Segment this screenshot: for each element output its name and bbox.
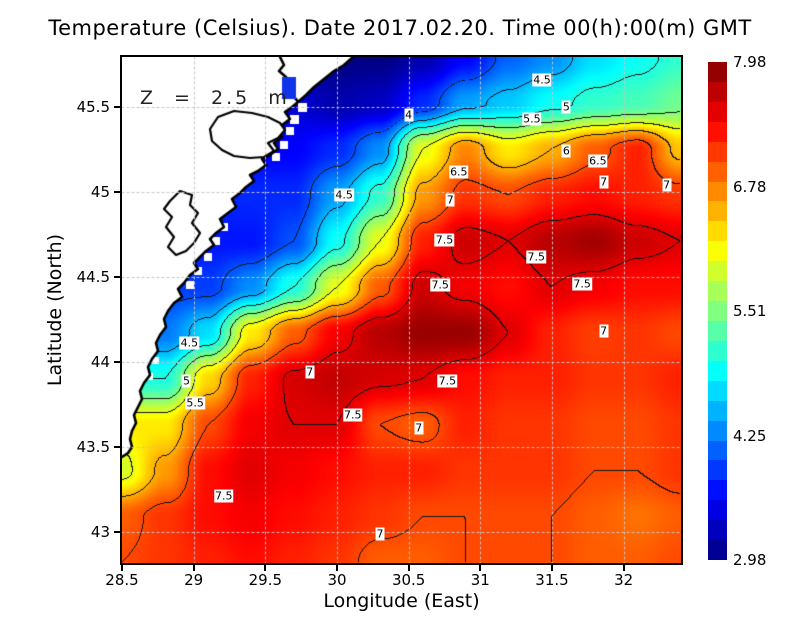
contour-label: 4 [404, 108, 414, 122]
colorbar-label: 6.78 [733, 177, 767, 196]
colorbar-label: 2.98 [733, 551, 767, 569]
y-tick-label: 43.5 [76, 437, 110, 456]
colorbar-segment [708, 380, 727, 401]
colorbar-segment [708, 301, 727, 321]
colorbar-segment [708, 480, 727, 501]
colorbar-segment [708, 241, 727, 262]
x-tick [550, 565, 553, 571]
x-tick [192, 565, 195, 571]
x-tick-label: 30.5 [391, 571, 426, 589]
contour-label: 7.5 [430, 278, 450, 292]
x-tick-label: 32 [614, 571, 634, 589]
contour-label: 7 [375, 527, 385, 541]
contour-label: 7.5 [437, 374, 458, 388]
colorbar-segment [708, 281, 727, 302]
x-tick [335, 565, 338, 571]
colorbar-segment [708, 420, 727, 441]
x-tick-label: 31 [470, 571, 490, 589]
x-axis-label: Longitude (East) [323, 590, 480, 612]
colorbar-segment [708, 460, 727, 481]
x-tick-label: 29 [184, 571, 204, 589]
colorbar-segment [708, 181, 727, 202]
contour-label: 5.5 [522, 112, 542, 126]
colorbar-segment [708, 81, 727, 102]
x-tick [121, 565, 123, 571]
contour-label: 7.5 [526, 250, 546, 264]
y-tick-label: 45.5 [76, 97, 110, 116]
contour-label: 7.5 [572, 277, 592, 291]
colorbar-segment [708, 101, 727, 122]
contour-label: 6.5 [449, 165, 469, 179]
colorbar-segment [708, 500, 727, 521]
contour-label: 5 [561, 100, 571, 114]
contour-label: 7 [662, 178, 672, 192]
contour-label: 6.5 [588, 154, 608, 168]
y-tick [114, 530, 120, 533]
contour-label: 7.5 [343, 408, 363, 422]
map-plot-area: 4 4.5 5 5.5 6 6.5 7 7 6.5 7 4.5 7.5 7.5 7.5 7.5 7 4.5 5 5.… [122, 57, 681, 563]
y-tick-label: 44.5 [76, 267, 110, 286]
contour-label: 7 [414, 421, 424, 435]
contour-label: 4.5 [532, 73, 552, 87]
y-tick [114, 360, 120, 363]
colorbar-label: 4.25 [733, 426, 767, 445]
colorbar-segment [708, 540, 727, 561]
y-axis-label: Latitude (North) [44, 233, 66, 387]
contour-label: 7 [599, 324, 609, 338]
y-tick [114, 105, 120, 108]
colorbar-segment [708, 62, 727, 82]
x-tick-label: 30 [327, 571, 347, 589]
x-tick [622, 565, 625, 571]
contour-label: 7 [305, 365, 315, 379]
y-tick-label: 43 [90, 522, 110, 541]
colorbar-segment [708, 161, 727, 182]
colorbar-label: 5.51 [733, 302, 767, 320]
colorbar-segment [708, 320, 727, 341]
x-tick [264, 565, 267, 571]
colorbar-segment [708, 121, 727, 142]
colorbar-segment [708, 221, 727, 242]
contour-label: 5 [181, 374, 191, 388]
plot-title: Temperature (Celsius). Date 2017.02.20. … [48, 16, 752, 40]
y-tick-label: 44 [90, 352, 110, 371]
colorbar-segment [708, 440, 727, 461]
colorbar-segment [708, 520, 727, 541]
colorbar-segment [708, 141, 727, 162]
y-tick [114, 445, 120, 448]
colorbar-segment [708, 360, 727, 381]
x-tick-label: 28.5 [105, 571, 139, 589]
contour-label: 7 [599, 175, 609, 189]
colorbar-label: 7.98 [733, 53, 767, 71]
contour-label: 4.5 [179, 336, 200, 350]
colorbar-segment [708, 201, 727, 222]
x-tick [479, 565, 482, 571]
temperature-field-canvas [122, 57, 681, 563]
y-tick [114, 190, 120, 193]
colorbar-segment [708, 400, 727, 421]
y-tick [114, 275, 120, 278]
contour-label: 7 [445, 193, 455, 207]
colorbar-segment [708, 340, 727, 361]
x-tick-label: 31.5 [535, 571, 569, 589]
x-tick [407, 565, 410, 571]
contour-label: 6 [561, 144, 571, 158]
y-tick-label: 45 [90, 182, 110, 201]
x-tick-label: 29.5 [248, 571, 283, 589]
contour-label: 7.5 [214, 489, 234, 503]
contour-label: 7.5 [434, 233, 455, 247]
colorbar-segment [708, 261, 727, 282]
colorbar [708, 62, 727, 561]
depth-annotation: Z = 2.5 m [140, 87, 290, 109]
contour-label: 4.5 [334, 188, 354, 202]
contour-label: 5.5 [185, 396, 205, 410]
